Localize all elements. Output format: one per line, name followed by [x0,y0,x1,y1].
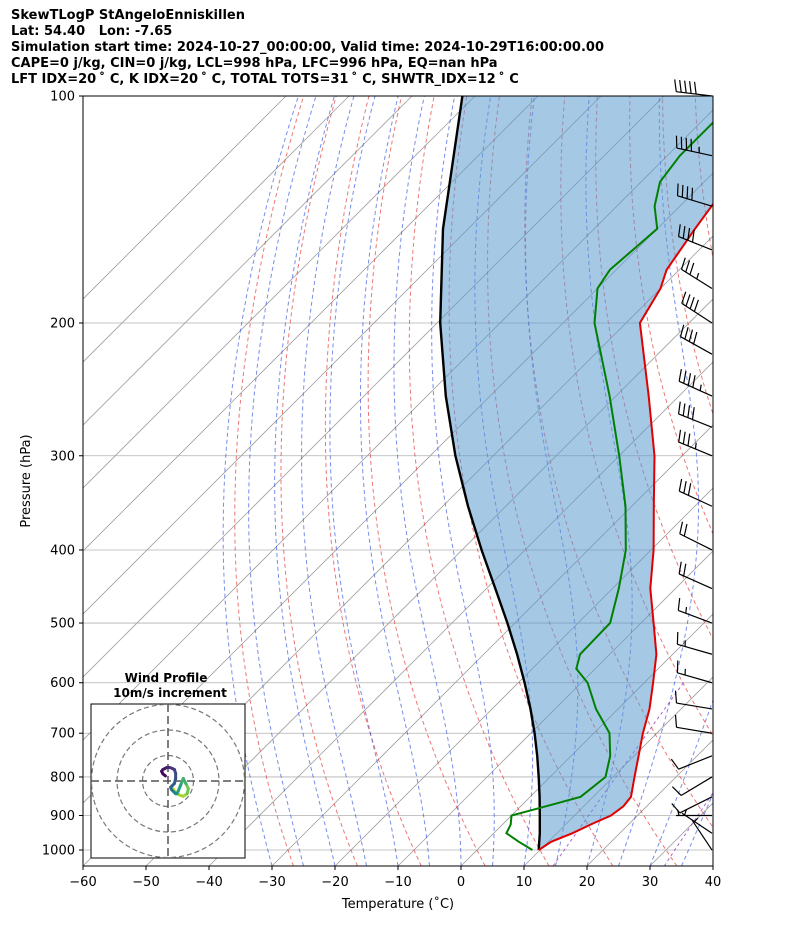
moist-adiabat [431,96,495,866]
y-tick-label: 900 [50,809,75,824]
x-tick-label: 20 [579,875,596,890]
hodograph-subtitle: 10m/s increment [113,686,227,700]
dry-adiabat [629,96,713,536]
wind-barb [675,135,713,157]
isotherm-line [83,96,350,363]
isotherm-line [523,676,713,866]
wind-barb [679,521,713,551]
wind-barb [681,808,713,834]
dry-adiabat [234,96,305,866]
y-tick-label: 600 [50,676,75,691]
y-tick-label: 800 [50,770,75,785]
wind-barb [674,690,713,710]
wind-barb [676,183,713,207]
isotherm-line [83,96,413,426]
moist-adiabat [222,96,299,866]
y-axis-label: Pressure (hPa) [19,434,34,527]
dewpoint-line [505,121,713,851]
moist-adiabat [248,96,317,866]
x-tick-label: −20 [321,875,348,890]
moist-adiabat [712,864,713,866]
time-line: Simulation start time: 2024-10-27_00:00:… [11,40,604,55]
dry-adiabat [728,96,794,866]
y-tick-label: 200 [50,316,75,331]
moist-adiabat [329,96,399,866]
wind-barb [678,478,713,507]
wind-barb [670,755,713,770]
wind-barb [678,561,713,590]
isotherm-line [83,96,539,552]
indices-line-2: LFT IDX=20 ˚ C, K IDX=20 ˚ C, TOTAL TOTS… [11,72,519,87]
x-tick-label: −40 [195,875,222,890]
y-tick-label: 1000 [42,844,75,859]
wind-barb [674,714,713,734]
parcel-shading [440,96,713,850]
hodograph-ring [91,704,245,858]
dry-adiabat [408,96,550,866]
axes: −60 −50 −40 −30 −20 −10 0 10 20 30 40 100 200 300 400 5… [42,90,721,891]
x-tick-label: 0 [457,875,465,890]
x-axis-label: Temperature (˚C) [341,896,454,912]
moist-adiabat [681,792,713,866]
wind-barb [676,631,713,655]
wind-barb [678,369,713,397]
wind-barb [681,291,713,324]
x-tick-label: 30 [642,875,659,890]
x-tick-label: 40 [705,875,722,890]
moist-adiabat [393,96,462,866]
x-tick-label: 10 [516,875,533,890]
indices-line-1: CAPE=0 j/kg, CIN=0 j/kg, LCL=998 hPa, LF… [11,56,498,71]
wind-barb [691,817,713,851]
y-tick-label: 700 [50,727,75,742]
wind-barb [674,79,713,97]
moist-adiabat [274,96,336,866]
dry-adiabat [760,96,794,866]
wind-barb [677,401,713,428]
dry-adiabat [324,96,422,866]
moist-adiabat [301,96,367,866]
temperature-line [538,202,713,851]
y-tick-label: 500 [50,617,75,632]
x-tick-label: −10 [384,875,411,890]
wind-barbs [670,79,713,851]
y-tick-label: 300 [50,449,75,464]
figure-header: SkewTLogP StAngeloEnniskillen Lat: 54.40… [11,8,604,88]
parcel-profile-line [438,96,541,851]
x-tick-label: −50 [132,875,159,890]
x-tick-label: −30 [258,875,285,890]
wind-barb [677,224,713,251]
dry-adiabat [367,96,486,866]
y-tick-label: 400 [50,543,75,558]
isotherm-line [83,96,287,300]
mixing-ratio-line [663,791,713,866]
hodograph-title: Wind Profile [125,671,208,685]
wind-barb [678,429,713,457]
wind-barb [677,598,713,624]
y-tick-label: 100 [50,90,75,105]
hodograph-plot [91,704,245,858]
dry-adiabat [694,96,713,260]
wind-barb [676,660,713,684]
hodograph-inset: Wind Profile 10m/s increment [90,671,246,859]
isotherm-line [776,96,794,866]
hodograph-segment [161,772,167,778]
wind-barb [680,257,713,289]
wind-barb [676,809,712,817]
wind-barb [679,324,713,355]
moist-adiabat [360,96,430,866]
x-tick-label: −60 [69,875,96,890]
dry-adiabat [280,96,358,866]
isotherm-line [712,865,713,866]
isotherm-line [271,424,713,866]
figure-title: SkewTLogP StAngeloEnniskillen [11,8,245,23]
isotherm-line [83,96,476,489]
moist-adiabat [649,698,713,866]
location-line: Lat: 54.40 Lon: -7.65 [11,24,173,39]
wind-barb [671,776,713,796]
isotherm-line [334,487,713,866]
isotherm-line [397,550,713,866]
